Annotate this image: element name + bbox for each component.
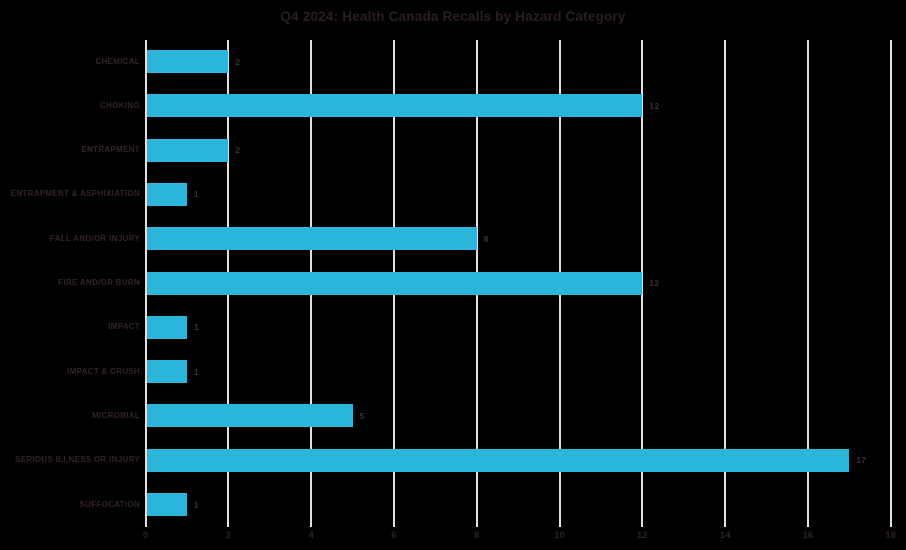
gridline — [889, 40, 892, 527]
bar-value-label: 1 — [193, 189, 199, 200]
bar — [146, 227, 477, 251]
bar — [146, 182, 187, 206]
bar-value-label: 5 — [359, 410, 365, 421]
bar-value-label: 1 — [193, 499, 199, 510]
x-tick-label: 2 — [225, 530, 231, 541]
bar-value-label: 12 — [649, 100, 660, 111]
category-label: SERIOUS ILLNESS OR INJURY — [15, 455, 140, 465]
bar-value-label: 12 — [649, 278, 660, 288]
x-tick-label: 0 — [142, 530, 149, 541]
bar — [146, 448, 850, 472]
x-tick-label: 8 — [474, 530, 480, 541]
x-tick-label: 4 — [308, 530, 314, 541]
bar — [146, 315, 187, 339]
bar-value-label: 17 — [856, 455, 867, 466]
x-tick-label: 18 — [885, 530, 896, 541]
bar — [146, 493, 187, 516]
category-label: IMPACT — [108, 322, 140, 332]
category-label: FALL AND/OR INJURY — [50, 233, 140, 243]
bar-value-label: 2 — [235, 145, 241, 156]
gridline — [641, 40, 644, 527]
x-tick-label: 6 — [391, 530, 397, 541]
bar — [146, 50, 229, 73]
category-label: CHEMICAL — [95, 56, 140, 66]
bar-value-label: 8 — [483, 233, 489, 244]
x-tick-label: 12 — [637, 530, 648, 541]
bar-value-label: 1 — [193, 366, 199, 377]
category-label: CHOKING — [100, 100, 140, 110]
bar — [146, 94, 643, 118]
gridline — [724, 40, 727, 527]
gridline — [806, 40, 809, 527]
chart-title: Q4 2024: Health Canada Recalls by Hazard… — [280, 9, 626, 24]
x-tick-label: 10 — [554, 530, 565, 541]
bar — [146, 271, 643, 295]
category-label: MICROBIAL — [91, 410, 140, 420]
category-label: ENTRAPMENT — [81, 145, 140, 155]
bar — [146, 138, 229, 162]
gridline — [144, 40, 147, 527]
bar — [146, 404, 353, 428]
x-tick-label: 16 — [802, 530, 814, 541]
category-label: FIRE AND/OR BURN — [58, 278, 140, 287]
x-tick-label: 14 — [719, 530, 731, 541]
category-label: ENTRAPMENT & ASPHIXIATION — [10, 189, 140, 199]
bar-value-label: 1 — [193, 322, 199, 333]
bar — [146, 360, 187, 384]
category-label: SUFFOCATION — [79, 499, 140, 509]
bar-value-label: 2 — [235, 56, 241, 67]
category-label: IMPACT & CRUSH — [67, 366, 140, 376]
